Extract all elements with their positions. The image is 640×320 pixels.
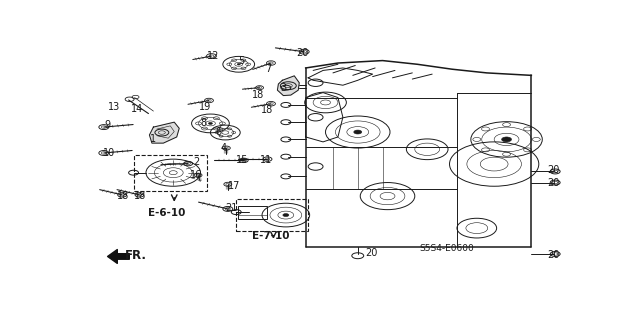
Bar: [134, 155, 207, 191]
Text: 18: 18: [134, 191, 147, 201]
Text: 13: 13: [108, 102, 120, 112]
Text: 3: 3: [280, 83, 287, 93]
Circle shape: [209, 123, 212, 124]
Text: 18: 18: [261, 105, 274, 115]
Text: 1: 1: [150, 134, 156, 144]
Text: 20: 20: [547, 250, 560, 260]
Bar: [236, 198, 308, 231]
Text: E-6-10: E-6-10: [148, 208, 186, 218]
Text: 20: 20: [365, 248, 378, 258]
Text: 11: 11: [260, 156, 272, 165]
Text: FR.: FR.: [125, 249, 147, 262]
Circle shape: [354, 130, 362, 134]
Text: 14: 14: [131, 104, 143, 114]
Text: 10: 10: [102, 148, 115, 158]
Circle shape: [237, 64, 240, 65]
Text: 2: 2: [193, 156, 200, 167]
Text: 21: 21: [225, 204, 237, 213]
Text: 5: 5: [238, 56, 244, 66]
Text: E-7-10: E-7-10: [252, 230, 290, 241]
Bar: [237, 206, 268, 219]
FancyArrowPatch shape: [108, 250, 129, 263]
Text: 9: 9: [104, 120, 110, 130]
Text: 15: 15: [236, 156, 248, 165]
Text: 20: 20: [296, 48, 308, 58]
Text: 8: 8: [200, 118, 206, 128]
Polygon shape: [150, 122, 179, 143]
Circle shape: [502, 137, 511, 142]
Text: 18: 18: [117, 191, 129, 201]
Text: 4: 4: [221, 143, 227, 153]
Circle shape: [283, 213, 289, 217]
Text: 6: 6: [216, 127, 222, 137]
Text: 20: 20: [547, 178, 560, 188]
Text: 12: 12: [207, 51, 219, 61]
Text: 17: 17: [228, 181, 240, 191]
Polygon shape: [277, 76, 300, 96]
Text: 18: 18: [252, 90, 265, 100]
Text: 7: 7: [266, 64, 271, 74]
Text: S5S4-E0600: S5S4-E0600: [420, 244, 474, 253]
Text: 16: 16: [191, 170, 203, 180]
Text: 19: 19: [199, 102, 211, 112]
Text: 20: 20: [547, 165, 560, 175]
